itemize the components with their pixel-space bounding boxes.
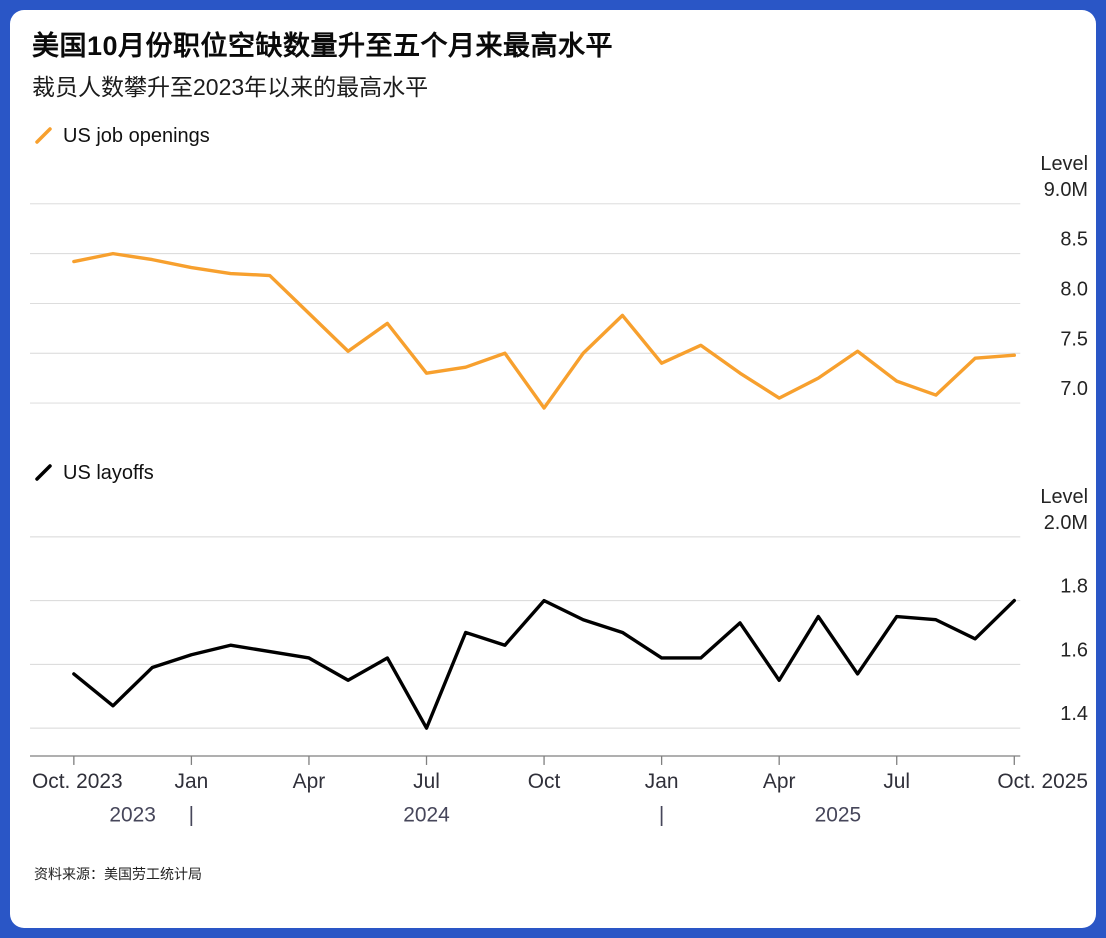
year-separator: | xyxy=(659,804,664,827)
layoffs-chart-wrap: 2.0M 1.8 1.6 1.4 Level Oct. 2023 Jan Apr Jul Oct J… xyxy=(30,486,1088,834)
x-tick-label: Apr xyxy=(763,770,796,793)
year-separator: | xyxy=(189,804,194,827)
series-line xyxy=(72,251,1016,410)
x-tick-label: Apr xyxy=(293,770,326,793)
job-openings-chart-wrap: 9.0M 8.5 8.0 7.5 7.0 Level xyxy=(30,153,1088,415)
legend-layoffs: US layoffs xyxy=(34,459,1074,487)
chart-card: 美国10月份职位空缺数量升至五个月来最高水平 裁员人数攀升至2023年以来的最高… xyxy=(10,10,1096,928)
page-subtitle: 裁员人数攀升至2023年以来的最高水平 xyxy=(32,74,429,100)
x-tick-label: Jul xyxy=(413,770,440,793)
year-label: 2025 xyxy=(815,804,862,827)
y-tick-label: 9.0M xyxy=(1044,179,1088,201)
year-label: 2023 xyxy=(109,804,156,827)
x-tick-label: Jan xyxy=(175,770,209,793)
source-note: 资料来源：美国劳工统计局 xyxy=(34,865,202,882)
y-tick-label: 1.4 xyxy=(1060,703,1088,725)
x-tick-label: Jan xyxy=(645,770,679,793)
legend-mark-line xyxy=(35,464,52,481)
y-axis-title: Level xyxy=(1040,486,1088,508)
x-tick-label: Oct. 2025 xyxy=(997,770,1088,793)
x-tick-label: Oct xyxy=(528,770,561,793)
black-line-legend-icon xyxy=(35,464,52,481)
y-tick-label: 8.5 xyxy=(1060,229,1088,251)
y-tick-label: 2.0M xyxy=(1044,512,1088,534)
layoffs-line-chart: 2.0M 1.8 1.6 1.4 Level Oct. 2023 Jan Apr Jul Oct J… xyxy=(30,486,1088,827)
series-line xyxy=(72,598,1016,730)
y-tick-label: 8.0 xyxy=(1060,278,1088,300)
page-title: 美国10月份职位空缺数量升至五个月来最高水平 xyxy=(32,31,614,61)
year-label: 2024 xyxy=(403,804,450,827)
x-tick-label: Jul xyxy=(883,770,910,793)
legend-mark-line xyxy=(35,127,52,144)
legend-label-layoffs: US layoffs xyxy=(63,461,154,484)
y-tick-label: 1.8 xyxy=(1060,576,1088,598)
y-tick-label: 7.0 xyxy=(1060,378,1088,400)
y-tick-label: 7.5 xyxy=(1060,328,1088,350)
x-tick-label: Oct. 2023 xyxy=(32,770,123,793)
legend-label-job-openings: US job openings xyxy=(63,124,210,147)
job-openings-line-chart: 9.0M 8.5 8.0 7.5 7.0 Level xyxy=(30,153,1088,410)
legend-job-openings: US job openings xyxy=(34,122,1074,150)
y-axis-title: Level xyxy=(1040,153,1088,175)
orange-line-legend-icon xyxy=(35,127,52,144)
y-tick-label: 1.6 xyxy=(1060,639,1088,661)
